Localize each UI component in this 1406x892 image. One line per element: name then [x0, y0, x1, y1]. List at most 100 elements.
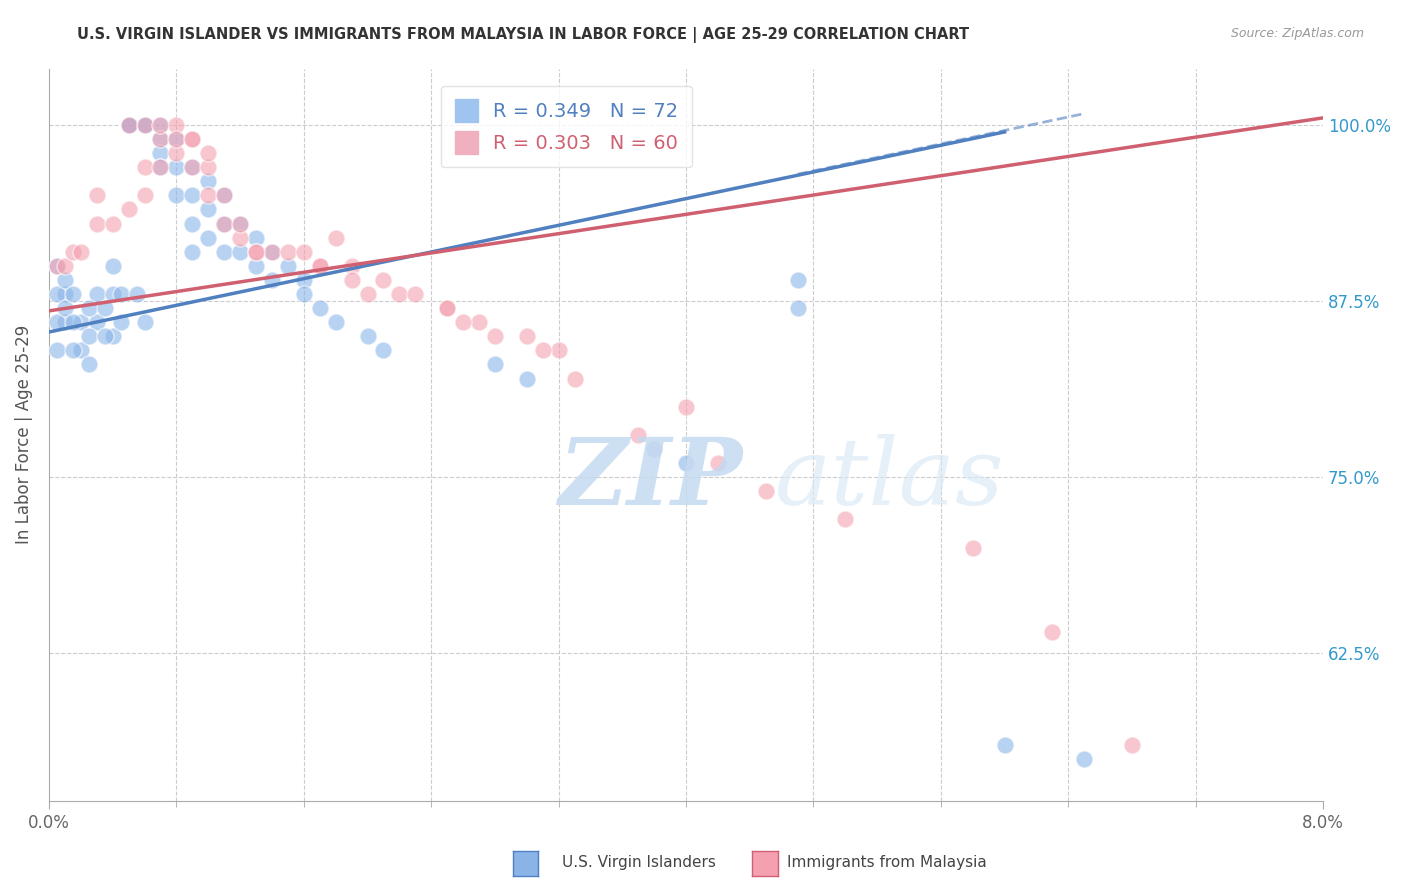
- Point: [45, 287, 67, 301]
- Point: [675, 400, 697, 414]
- Point: [786, 301, 808, 315]
- Point: [484, 329, 506, 343]
- Point: [53, 315, 76, 329]
- Point: [197, 174, 219, 188]
- Point: [755, 484, 778, 499]
- Point: [165, 146, 187, 161]
- Point: [994, 738, 1017, 752]
- Point: [356, 329, 378, 343]
- Point: [260, 244, 283, 259]
- Point: [165, 160, 187, 174]
- Point: [277, 244, 299, 259]
- Point: [245, 244, 267, 259]
- Point: [245, 244, 267, 259]
- Point: [245, 230, 267, 244]
- Point: [93, 301, 115, 315]
- Point: [181, 244, 204, 259]
- Point: [181, 217, 204, 231]
- Point: [356, 287, 378, 301]
- Point: [325, 230, 347, 244]
- Point: [197, 160, 219, 174]
- Point: [117, 118, 139, 132]
- Point: [45, 259, 67, 273]
- Point: [468, 315, 491, 329]
- Point: [277, 259, 299, 273]
- Point: [292, 244, 315, 259]
- Point: [436, 301, 458, 315]
- Point: [564, 371, 586, 385]
- Point: [101, 329, 124, 343]
- Y-axis label: In Labor Force | Age 25-29: In Labor Force | Age 25-29: [15, 326, 32, 544]
- Point: [165, 132, 187, 146]
- Point: [77, 301, 100, 315]
- Point: [197, 146, 219, 161]
- Point: [212, 188, 235, 202]
- Point: [516, 329, 538, 343]
- Text: Immigrants from Malaysia: Immigrants from Malaysia: [787, 855, 987, 870]
- Point: [45, 315, 67, 329]
- Point: [117, 118, 139, 132]
- Text: atlas: atlas: [775, 434, 1005, 524]
- Point: [834, 512, 856, 526]
- Point: [93, 329, 115, 343]
- Point: [531, 343, 554, 358]
- Point: [627, 428, 650, 442]
- Legend: R = 0.349   N = 72, R = 0.303   N = 60: R = 0.349 N = 72, R = 0.303 N = 60: [441, 86, 692, 168]
- Point: [229, 230, 252, 244]
- Text: U.S. VIRGIN ISLANDER VS IMMIGRANTS FROM MALAYSIA IN LABOR FORCE | AGE 25-29 CORR: U.S. VIRGIN ISLANDER VS IMMIGRANTS FROM …: [77, 27, 970, 43]
- Point: [1121, 738, 1143, 752]
- Point: [134, 315, 156, 329]
- Point: [45, 259, 67, 273]
- Point: [181, 188, 204, 202]
- Point: [53, 273, 76, 287]
- Point: [325, 315, 347, 329]
- Point: [181, 132, 204, 146]
- Point: [101, 259, 124, 273]
- Point: [292, 287, 315, 301]
- Point: [125, 287, 148, 301]
- Point: [86, 188, 108, 202]
- Point: [404, 287, 426, 301]
- Point: [212, 217, 235, 231]
- Point: [212, 188, 235, 202]
- Point: [260, 273, 283, 287]
- Point: [134, 188, 156, 202]
- Point: [340, 273, 363, 287]
- Point: [165, 188, 187, 202]
- Point: [308, 259, 330, 273]
- Point: [212, 244, 235, 259]
- Point: [62, 343, 84, 358]
- Point: [134, 118, 156, 132]
- Point: [69, 315, 91, 329]
- Point: [484, 358, 506, 372]
- Point: [165, 118, 187, 132]
- Point: [292, 273, 315, 287]
- Point: [149, 146, 172, 161]
- Point: [181, 160, 204, 174]
- Point: [110, 287, 132, 301]
- Point: [707, 456, 730, 470]
- Point: [53, 301, 76, 315]
- Point: [229, 244, 252, 259]
- Point: [373, 343, 395, 358]
- Point: [308, 259, 330, 273]
- Point: [53, 287, 76, 301]
- Point: [117, 202, 139, 217]
- Text: U.S. Virgin Islanders: U.S. Virgin Islanders: [562, 855, 716, 870]
- Point: [1073, 752, 1095, 766]
- Point: [134, 160, 156, 174]
- Point: [77, 329, 100, 343]
- Point: [643, 442, 665, 456]
- Point: [149, 132, 172, 146]
- Point: [308, 301, 330, 315]
- Point: [373, 273, 395, 287]
- Point: [53, 259, 76, 273]
- Point: [149, 160, 172, 174]
- Point: [134, 118, 156, 132]
- Point: [62, 315, 84, 329]
- Point: [149, 118, 172, 132]
- Point: [117, 118, 139, 132]
- Point: [181, 160, 204, 174]
- Point: [69, 343, 91, 358]
- Point: [149, 118, 172, 132]
